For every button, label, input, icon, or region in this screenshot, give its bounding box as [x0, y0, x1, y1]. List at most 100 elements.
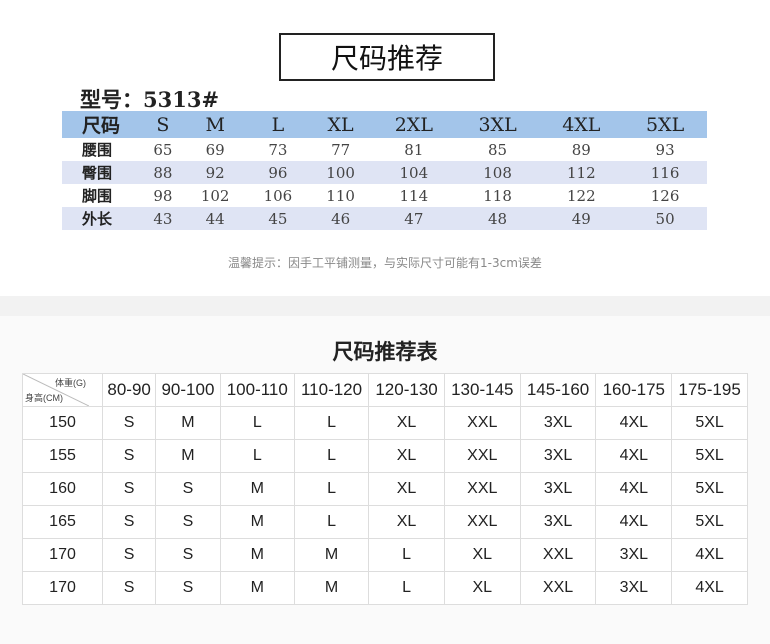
size-cell: XL	[368, 472, 445, 506]
weight-header: 110-120	[293, 373, 370, 407]
row-label: 腰围	[82, 141, 113, 159]
size-cell: L	[293, 472, 370, 506]
weight-header: 175-195	[671, 373, 748, 407]
size-cell: S	[155, 472, 221, 506]
size-cell: L	[219, 439, 295, 473]
size-cell: M	[219, 571, 295, 605]
size-cell: 3XL	[519, 439, 597, 473]
size-cell: M	[155, 406, 221, 440]
size-cell: XXL	[519, 538, 597, 572]
table-cell: 118	[483, 186, 512, 205]
table-cell: 73	[268, 140, 288, 159]
height-cell: 160	[21, 472, 104, 506]
table-cell: 48	[455, 207, 540, 230]
size-cell: L	[293, 439, 370, 473]
size-cell: XXL	[519, 571, 597, 605]
table-cell: 50	[623, 207, 707, 230]
size-cell: 4XL	[595, 439, 673, 473]
table-cell: 114	[399, 186, 429, 205]
size-cell: 4XL	[595, 472, 673, 506]
table-row: 170 S S M M L XL XXL 3XL 4XL	[21, 571, 748, 605]
header-cell: M	[183, 111, 247, 138]
measurement-note: 温馨提示：因手工平铺测量，与实际尺寸可能有1-3cm误差	[228, 256, 542, 270]
size-cell: 4XL	[671, 571, 748, 605]
size-cell: L	[293, 505, 370, 539]
table-cell: 45	[246, 207, 310, 230]
size-cell: XL	[368, 439, 445, 473]
table-cell: 44	[183, 207, 247, 230]
table-header-row: 尺码 S M L XL 2XL 3XL 4XL 5XL	[62, 111, 707, 138]
table-cell: 112	[539, 161, 624, 184]
table-cell: 65	[153, 140, 173, 159]
table-cell: 89	[571, 140, 591, 159]
size-cell: 5XL	[671, 472, 748, 506]
height-cell: 170	[21, 571, 104, 605]
size-cell: XXL	[443, 472, 521, 506]
size-cell: 5XL	[671, 505, 748, 539]
table-cell: 81	[404, 140, 424, 159]
weight-header: 120-130	[368, 373, 445, 407]
measurement-table: 尺码 S M L XL 2XL 3XL 4XL 5XL 腰围 65 69 73 77 81 85 89 93 臀围 8…	[62, 111, 707, 230]
table-row: 腰围 65 69 73 77 81 85 89 93	[62, 138, 707, 161]
header-cell: 3XL	[455, 111, 540, 138]
size-cell: 4XL	[595, 505, 673, 539]
table-cell: 77	[331, 140, 351, 159]
size-cell: S	[155, 505, 221, 539]
table-cell: 92	[183, 161, 247, 184]
weight-header: 100-110	[219, 373, 295, 407]
size-cell: 3XL	[595, 571, 673, 605]
size-cell: M	[155, 439, 221, 473]
size-cell: XXL	[443, 406, 521, 440]
size-cell: L	[368, 571, 445, 605]
corner-cell: 体重(G) 身高(CM)	[21, 373, 104, 407]
size-cell: S	[102, 505, 157, 539]
weight-header: 145-160	[519, 373, 597, 407]
table-cell: 49	[539, 207, 624, 230]
size-cell: S	[102, 439, 157, 473]
size-cell: L	[293, 406, 370, 440]
size-cell: M	[293, 571, 370, 605]
divider	[0, 296, 770, 316]
weight-header: 90-100	[155, 373, 221, 407]
table-cell: 47	[371, 207, 456, 230]
row-label: 臀围	[62, 161, 142, 184]
weight-header: 160-175	[595, 373, 673, 407]
size-cell: 3XL	[519, 406, 597, 440]
height-cell: 165	[21, 505, 104, 539]
header-cell: 4XL	[539, 111, 624, 138]
weight-header: 80-90	[102, 373, 157, 407]
size-cell: XL	[368, 406, 445, 440]
table-cell: 85	[488, 140, 508, 159]
table-cell: 104	[371, 161, 456, 184]
table-cell: 93	[655, 140, 675, 159]
size-chart-section	[0, 0, 770, 296]
recommendation-table: 体重(G) 身高(CM) 80-90 90-100 100-110 110-120 120-…	[21, 373, 748, 605]
table-cell: 102	[200, 186, 230, 205]
table-row: 臀围 88 92 96 100 104 108 112 116	[62, 161, 707, 184]
header-cell: 2XL	[371, 111, 456, 138]
size-cell: XXL	[443, 439, 521, 473]
size-cell: 5XL	[671, 439, 748, 473]
size-cell: 3XL	[519, 505, 597, 539]
table-cell: 69	[205, 140, 225, 159]
weight-header: 130-145	[443, 373, 521, 407]
size-cell: XXL	[443, 505, 521, 539]
table-cell: 122	[566, 186, 596, 205]
size-cell: XL	[443, 571, 521, 605]
table-row: 155 S M L L XL XXL 3XL 4XL 5XL	[21, 439, 748, 473]
table-row: 脚围 98 102 106 110 114 118 122 126	[62, 184, 707, 207]
table-row: 150 S M L L XL XXL 3XL 4XL 5XL	[21, 406, 748, 440]
size-cell: XL	[443, 538, 521, 572]
table-row: 外长 43 44 45 46 47 48 49 50	[62, 207, 707, 230]
size-cell: 3XL	[595, 538, 673, 572]
row-label: 外长	[62, 207, 142, 230]
table-cell: 88	[142, 161, 184, 184]
size-cell: 5XL	[671, 406, 748, 440]
size-cell: S	[102, 472, 157, 506]
size-cell: M	[219, 538, 295, 572]
size-cell: M	[219, 505, 295, 539]
header-cell: L	[246, 111, 310, 138]
size-cell: L	[219, 406, 295, 440]
table-cell: 100	[309, 161, 372, 184]
size-cell: 3XL	[519, 472, 597, 506]
